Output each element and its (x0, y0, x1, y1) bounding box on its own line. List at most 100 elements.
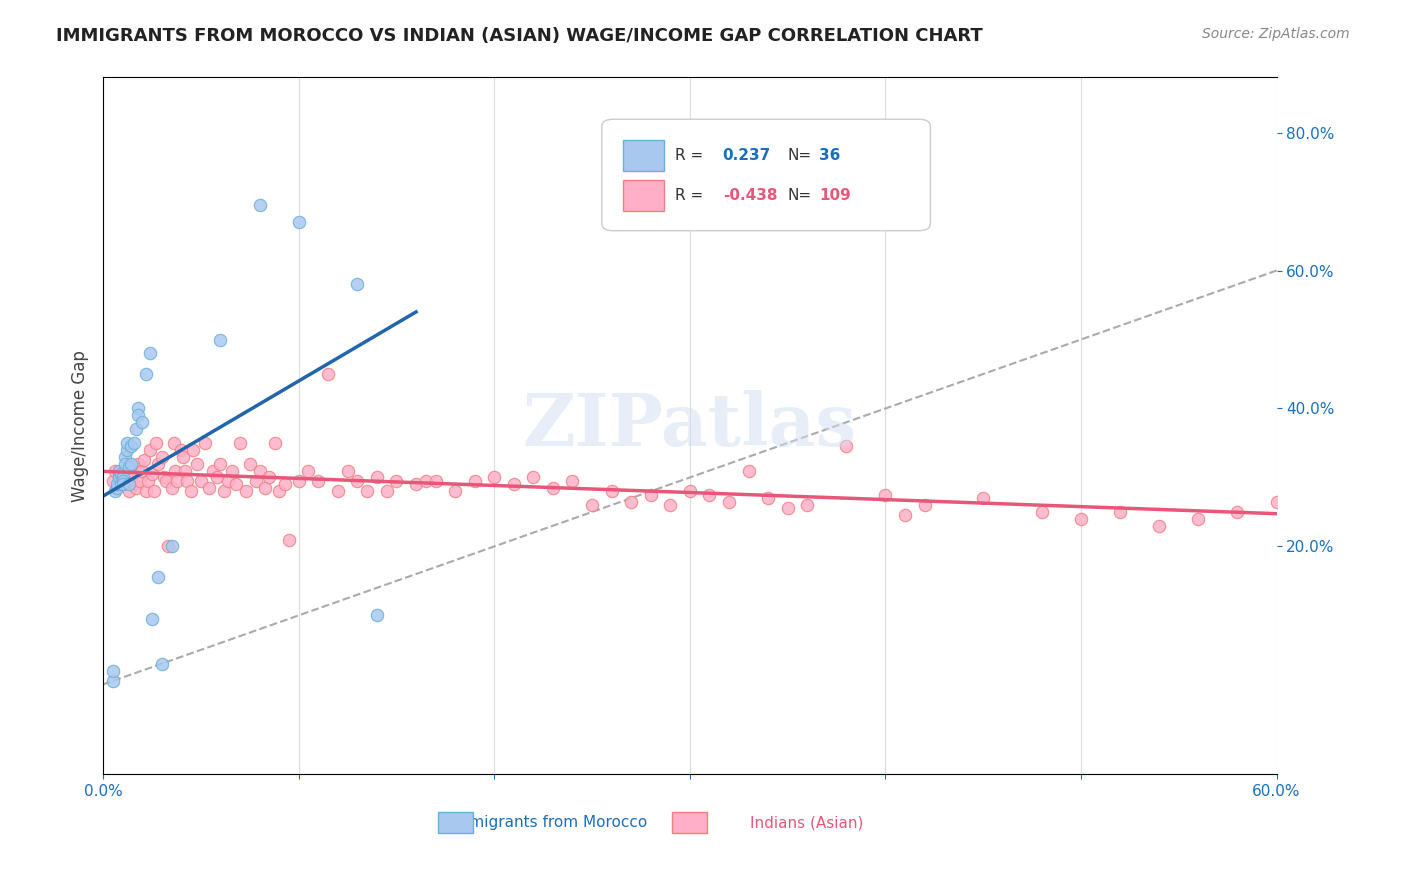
Point (717, 494, 740, 508)
Point (1324, 491, 1347, 505)
Point (114, 457, 136, 471)
Point (150, 657, 173, 671)
Point (146, 570, 169, 584)
Point (107, 470, 129, 484)
Point (307, 474, 329, 488)
Point (150, 450, 173, 464)
Point (120, 439, 142, 453)
Point (101, 673, 124, 688)
Point (287, 474, 309, 488)
Point (124, 477, 146, 491)
Point (127, 409, 149, 423)
Point (155, 474, 177, 488)
Point (326, 484, 349, 499)
Point (239, 457, 262, 471)
Point (125, 422, 148, 436)
Text: Immigrants from Morocco: Immigrants from Morocco (450, 815, 648, 830)
Point (136, 474, 159, 488)
Point (134, 453, 156, 467)
Point (287, 215, 309, 229)
Point (131, 415, 153, 429)
Point (146, 457, 169, 471)
Point (737, 464, 759, 478)
Point (111, 467, 134, 481)
Point (1226, 505, 1249, 519)
Point (141, 612, 163, 626)
Point (120, 457, 142, 471)
Point (1187, 512, 1209, 526)
Point (131, 464, 153, 478)
Text: N=: N= (787, 188, 811, 203)
Text: ZIPatlas: ZIPatlas (523, 390, 856, 461)
Point (274, 477, 297, 491)
Point (176, 474, 198, 488)
Text: -0.438: -0.438 (723, 188, 778, 203)
Point (1285, 522, 1308, 536)
Point (194, 436, 217, 450)
Point (385, 474, 408, 488)
Point (110, 467, 132, 481)
Point (186, 457, 208, 471)
Point (875, 488, 897, 502)
Point (162, 436, 184, 450)
Point (209, 457, 232, 471)
Point (235, 484, 257, 499)
Point (115, 436, 138, 450)
Point (160, 481, 183, 495)
Point (101, 664, 124, 678)
Point (269, 484, 291, 499)
Point (366, 470, 388, 484)
Point (156, 540, 179, 554)
Point (1305, 518, 1327, 533)
Point (464, 474, 486, 488)
Point (105, 481, 128, 495)
Point (375, 484, 398, 499)
Point (366, 608, 388, 623)
Point (117, 484, 139, 499)
Point (152, 470, 174, 484)
Point (245, 474, 267, 488)
Point (277, 533, 299, 547)
Point (425, 474, 447, 488)
Point (139, 346, 162, 360)
Point (135, 367, 157, 381)
Text: R =: R = (675, 148, 703, 163)
Point (835, 439, 858, 453)
Point (104, 464, 127, 478)
Point (201, 464, 224, 478)
Point (679, 484, 702, 499)
Text: R =: R = (675, 188, 703, 203)
FancyBboxPatch shape (672, 813, 707, 833)
Point (600, 484, 623, 499)
Point (190, 474, 212, 488)
Text: Source: ZipAtlas.com: Source: ZipAtlas.com (1202, 27, 1350, 41)
Text: 0.237: 0.237 (723, 148, 770, 163)
Point (254, 481, 277, 495)
Point (214, 484, 236, 499)
Point (316, 367, 339, 381)
Point (229, 436, 252, 450)
Point (894, 508, 917, 523)
Point (264, 436, 287, 450)
Point (104, 484, 127, 499)
Point (110, 477, 132, 491)
Point (1070, 512, 1092, 526)
Point (105, 481, 128, 495)
Point (111, 470, 134, 484)
Point (115, 464, 138, 478)
Point (165, 464, 187, 478)
Point (1344, 498, 1367, 512)
Point (166, 474, 188, 488)
Point (776, 501, 799, 516)
Point (1109, 505, 1132, 519)
Point (249, 464, 271, 478)
Point (914, 498, 936, 512)
Point (522, 470, 544, 484)
Point (502, 477, 524, 491)
FancyBboxPatch shape (623, 140, 664, 171)
Point (249, 198, 271, 212)
Point (356, 484, 378, 499)
Point (221, 464, 243, 478)
Point (217, 474, 239, 488)
Point (111, 477, 134, 491)
